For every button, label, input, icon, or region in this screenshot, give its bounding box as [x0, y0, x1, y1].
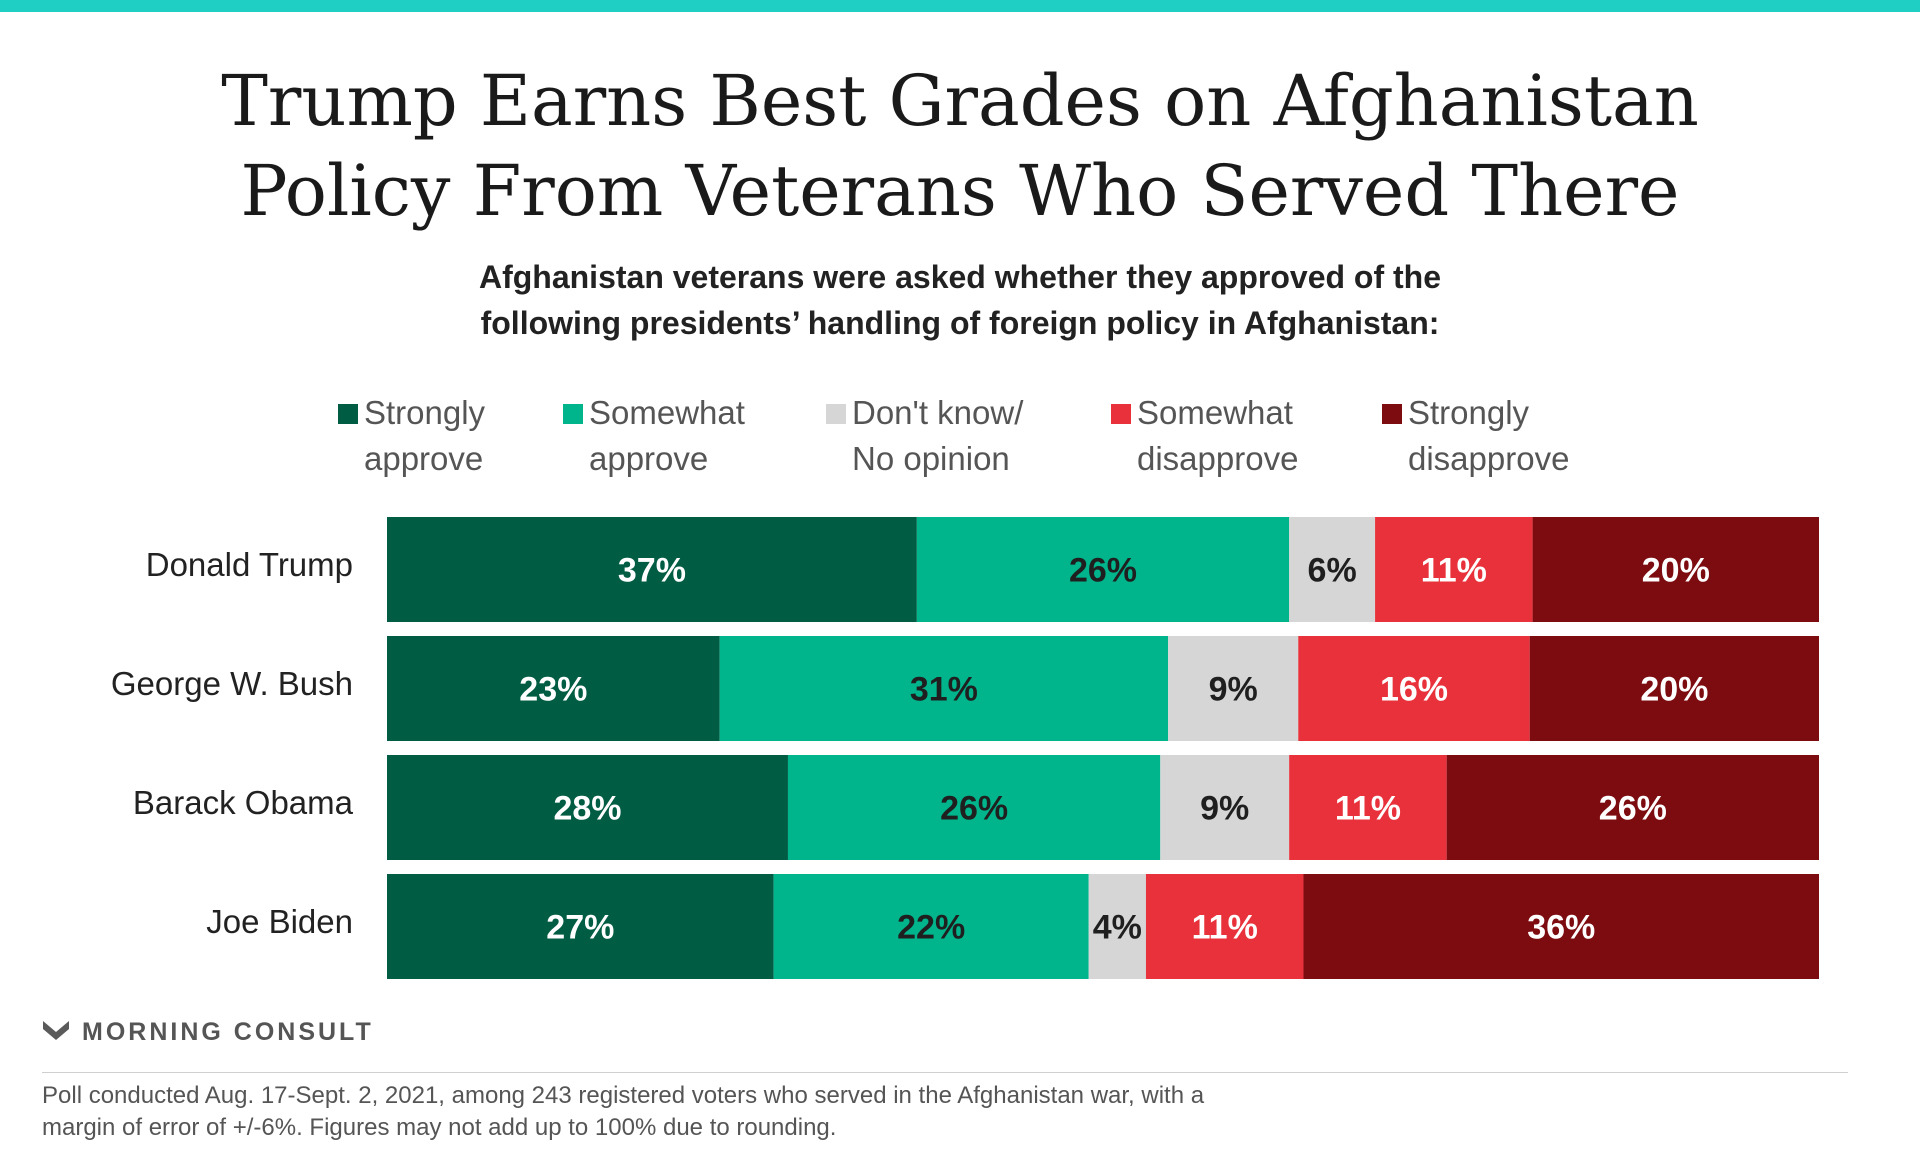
bar-segment	[1529, 636, 1819, 741]
category-label: Donald Trump	[146, 546, 353, 583]
bar-segment	[387, 517, 917, 622]
bar-segment	[1446, 755, 1819, 860]
bar-segment	[1289, 755, 1447, 860]
legend-label: Don't know/No opinion	[852, 394, 1024, 477]
bar-segment	[1168, 636, 1299, 741]
bar-segment	[1532, 517, 1819, 622]
data-label: 23%	[519, 670, 587, 708]
top-accent-bar	[0, 0, 1920, 12]
bar-segment	[387, 755, 788, 860]
bar-segment	[387, 636, 720, 741]
legend-label: Somewhat approve	[589, 394, 745, 477]
category-label: Barack Obama	[133, 784, 354, 821]
chart-subtitle: Afghanistan veterans were asked whether …	[0, 254, 1920, 346]
bar-segment	[787, 755, 1161, 860]
data-label: 26%	[1069, 551, 1137, 589]
brand-name: MORNING CONSULT	[82, 1018, 374, 1046]
legend-label: Strongly approve	[364, 394, 486, 477]
bar-segment	[916, 517, 1290, 622]
bar-segment	[719, 636, 1169, 741]
chart-title-line: Trump Earns Best Grades on Afghanistan	[221, 60, 1699, 142]
bar-segment	[1303, 874, 1819, 979]
stacked-bar-chart: Donald Trump 37% 26% 6% 11% 20% George W. Bush…	[111, 517, 1819, 979]
legend-swatch	[1111, 404, 1131, 424]
data-label: 26%	[1599, 789, 1667, 827]
category-label: Joe Biden	[206, 903, 353, 940]
data-label: 9%	[1200, 789, 1249, 827]
legend-swatch	[1382, 404, 1402, 424]
bar-segment	[1088, 874, 1146, 979]
legend-swatch	[826, 404, 846, 424]
data-label: 36%	[1527, 908, 1595, 946]
data-label: 9%	[1209, 670, 1258, 708]
data-label: 28%	[553, 789, 621, 827]
data-label: 26%	[940, 789, 1008, 827]
bar-segment	[773, 874, 1089, 979]
data-label: 37%	[618, 551, 686, 589]
footnote: Poll conducted Aug. 17-Sept. 2, 2021, am…	[42, 1080, 1742, 1144]
data-label: 16%	[1380, 670, 1448, 708]
footnote-line: Poll conducted Aug. 17-Sept. 2, 2021, am…	[42, 1082, 1205, 1109]
bar-segment	[387, 874, 774, 979]
chart-subtitle-line: following presidents’ handling of foreig…	[480, 305, 1440, 341]
morning-consult-logo-icon	[43, 1021, 69, 1040]
bar-segment	[1145, 874, 1304, 979]
data-label: 11%	[1421, 551, 1487, 589]
chart-title-line: Policy From Veterans Who Served There	[240, 150, 1680, 232]
footnote-line: margin of error of +/-6%. Figures may no…	[42, 1114, 837, 1141]
legend-swatch	[563, 404, 583, 424]
data-label: 11%	[1335, 789, 1401, 827]
legend-label: Somewhat disapprove	[1137, 394, 1299, 477]
data-label: 20%	[1640, 670, 1708, 708]
data-label: 11%	[1192, 908, 1258, 946]
bar-segment	[1160, 755, 1290, 860]
category-label: George W. Bush	[111, 665, 353, 702]
bar-segment	[1298, 636, 1530, 741]
data-label: 31%	[910, 670, 978, 708]
legend-label: Strongly disapprove	[1408, 394, 1570, 477]
chart-subtitle-line: Afghanistan veterans were asked whether …	[478, 259, 1442, 295]
data-label: 20%	[1642, 551, 1710, 589]
data-label: 27%	[546, 908, 614, 946]
data-label: 6%	[1308, 551, 1357, 589]
bar-segment	[1375, 517, 1533, 622]
footnote-divider	[42, 1072, 1848, 1073]
data-label: 22%	[897, 908, 965, 946]
chart-title: Trump Earns Best Grades on Afghanistan P…	[0, 56, 1920, 236]
legend-swatch	[338, 404, 358, 424]
bar-segment	[1289, 517, 1376, 622]
data-label: 4%	[1093, 908, 1142, 946]
